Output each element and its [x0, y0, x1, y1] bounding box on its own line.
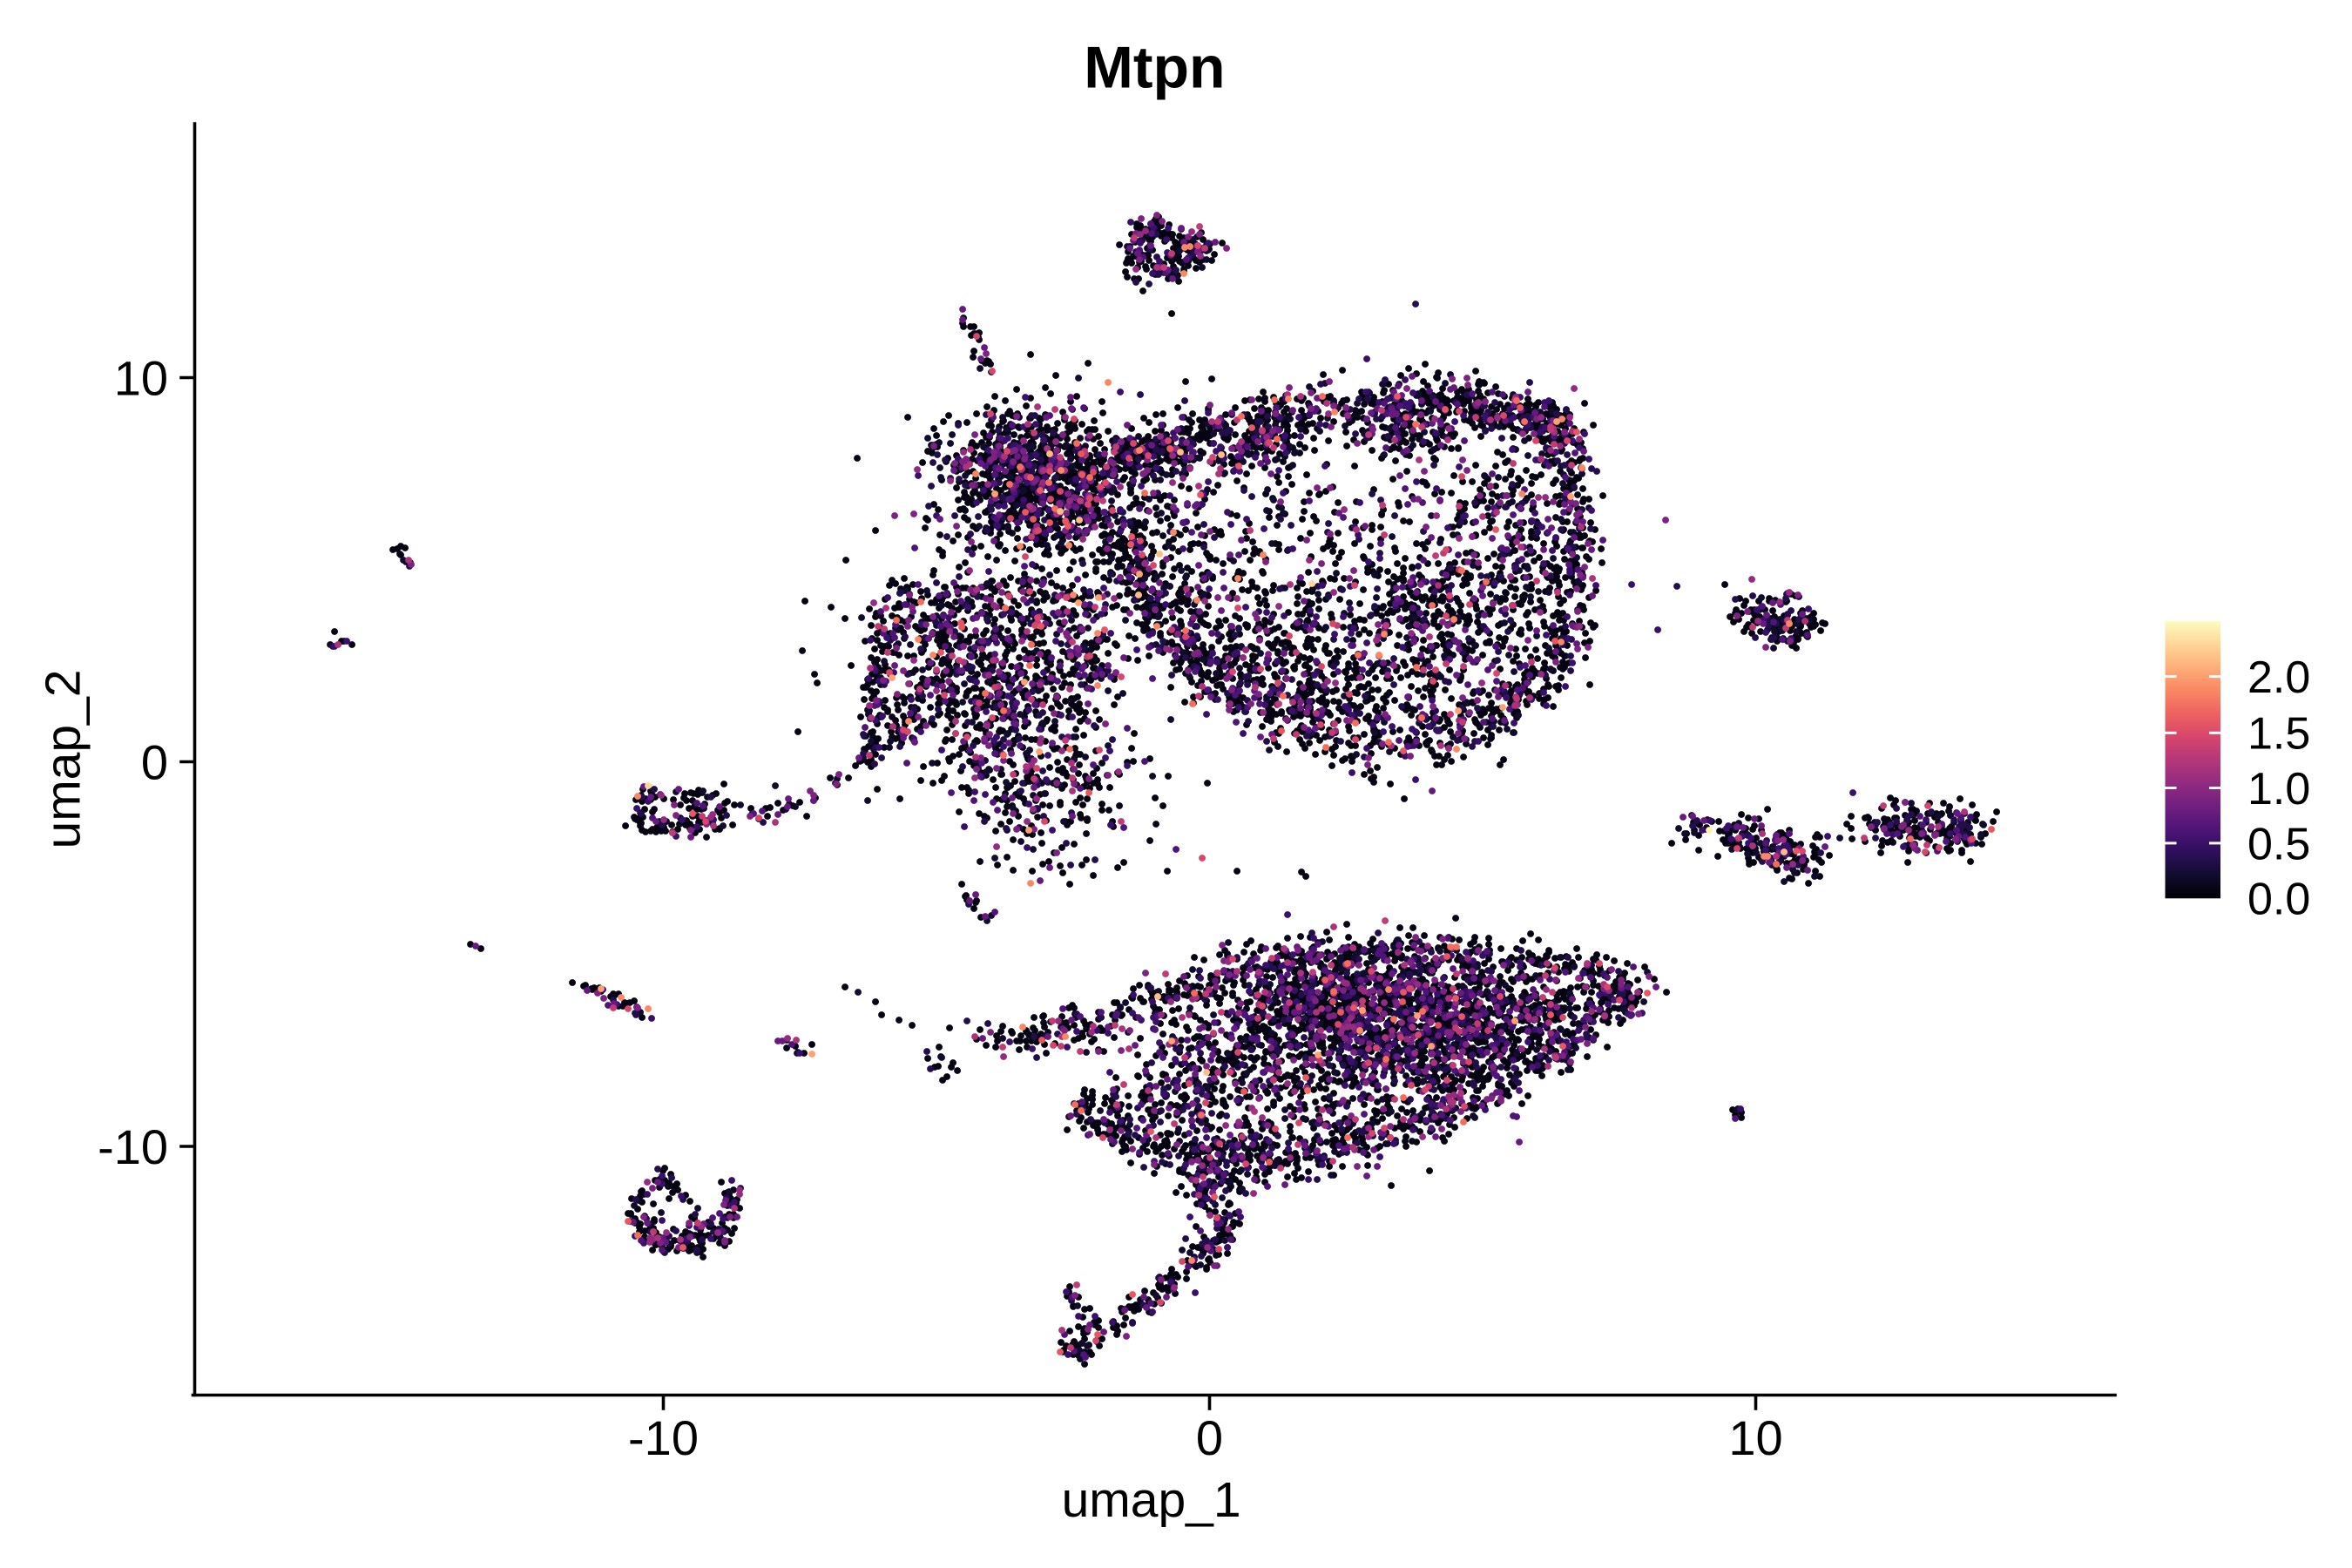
svg-text:10: 10: [114, 351, 168, 406]
svg-text:umap_2: umap_2: [36, 670, 91, 849]
svg-text:0: 0: [141, 735, 168, 790]
svg-text:10: 10: [1728, 1410, 1782, 1465]
svg-text:1.5: 1.5: [2247, 709, 2310, 760]
svg-text:0: 0: [1196, 1410, 1223, 1465]
svg-text:umap_1: umap_1: [1062, 1472, 1241, 1528]
svg-text:-10: -10: [628, 1410, 699, 1465]
svg-text:Mtpn: Mtpn: [1084, 35, 1225, 101]
svg-text:2.0: 2.0: [2247, 652, 2310, 703]
svg-text:1.0: 1.0: [2247, 764, 2310, 814]
svg-text:0.0: 0.0: [2247, 874, 2310, 924]
svg-text:0.5: 0.5: [2247, 819, 2310, 869]
svg-text:-10: -10: [98, 1119, 168, 1174]
